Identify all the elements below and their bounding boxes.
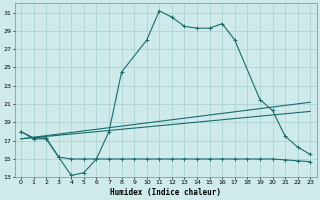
X-axis label: Humidex (Indice chaleur): Humidex (Indice chaleur)	[110, 188, 221, 197]
